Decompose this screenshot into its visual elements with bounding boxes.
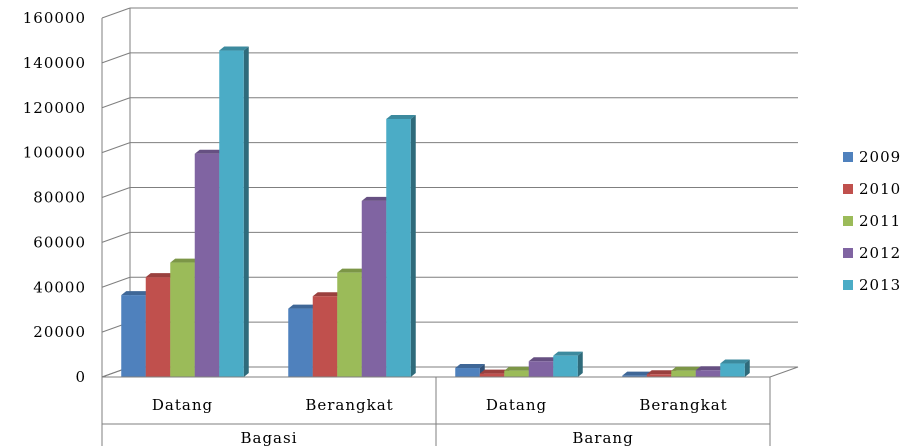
bar-top [553, 351, 583, 356]
x-category-label: Berangkat [639, 396, 727, 414]
x-axis: Datang Berangkat Datang Berangkat Bagasi Bara… [101, 376, 771, 446]
y-tick-label: 80000 [33, 189, 86, 207]
bar-2013-0 [219, 46, 249, 378]
legend-swatch [843, 248, 853, 258]
legend-item-2013: 2013 [843, 276, 901, 294]
bar-front [671, 370, 696, 377]
bar-top [504, 366, 534, 371]
bar-2013-1 [386, 114, 416, 377]
y-tick-label: 60000 [33, 233, 86, 251]
legend-label: 2009 [859, 148, 901, 166]
bar-top [455, 364, 485, 369]
bar-front [553, 355, 578, 377]
legend-label: 2010 [859, 180, 901, 198]
bar-front [528, 361, 554, 377]
bar-top [646, 370, 677, 375]
bar-front [145, 277, 171, 377]
bar-front [121, 295, 146, 377]
legend-item-2012: 2012 [843, 244, 901, 262]
bar-front [646, 374, 672, 377]
bar-front [337, 272, 362, 377]
y-tick-label: 0 [75, 368, 86, 386]
bar-top [386, 114, 416, 119]
bar-front [386, 118, 411, 377]
legend: 2009 2010 2011 2012 2013 [843, 148, 901, 294]
bar-top [170, 258, 200, 263]
bar-side [410, 114, 416, 377]
bar-top [121, 291, 151, 296]
bar-top [528, 357, 559, 362]
y-tick-label: 140000 [23, 54, 86, 72]
bar-top [337, 268, 367, 273]
bar-side [243, 46, 249, 378]
gridline-side [101, 52, 131, 64]
legend-item-2009: 2009 [843, 148, 901, 166]
bar-top [720, 359, 750, 364]
x-category-label: Datang [486, 396, 547, 414]
y-axis-ticks: 0 20000 40000 60000 80000 100000 120000 140000 1… [23, 9, 86, 386]
bar-2013-3 [720, 359, 750, 377]
bar-top [479, 369, 510, 374]
y-tick-label: 120000 [23, 99, 86, 117]
legend-swatch [843, 184, 853, 194]
bar-front [695, 370, 721, 377]
legend-label: 2012 [859, 244, 901, 262]
y-tick-label: 100000 [23, 144, 86, 162]
bar-front [455, 368, 480, 377]
bar-top [671, 366, 701, 371]
legend-swatch [843, 216, 853, 226]
bar-front [219, 50, 244, 378]
y-tick-label: 160000 [23, 9, 86, 27]
gridline-side [101, 97, 131, 109]
gridline-side [101, 7, 131, 19]
legend-item-2011: 2011 [843, 212, 901, 230]
bar-top [361, 196, 392, 201]
bar-side [577, 351, 583, 377]
legend-item-2010: 2010 [843, 180, 901, 198]
gridline-side [101, 276, 131, 288]
bar-front [622, 375, 647, 377]
legend-label: 2013 [859, 276, 901, 294]
legend-swatch [843, 280, 853, 290]
legend-label: 2011 [859, 212, 901, 230]
bar-front [170, 262, 195, 377]
x-category-label: Berangkat [305, 396, 393, 414]
bar-top [288, 304, 318, 309]
bar-2013-2 [553, 351, 583, 377]
bar-top [145, 273, 176, 278]
bar-front [479, 373, 505, 377]
x-group-label: Barang [572, 429, 633, 446]
bar-front [288, 308, 313, 377]
bar-front [720, 363, 745, 377]
bar-top [622, 371, 652, 376]
bar-front [504, 370, 529, 377]
bar-side [744, 359, 750, 377]
bar-front [361, 200, 387, 377]
x-group-label: Bagasi [240, 429, 297, 446]
legend-swatch [843, 152, 853, 162]
bar-front [194, 153, 220, 377]
gridline-side [101, 142, 131, 154]
bar-top [219, 46, 249, 51]
bar-front [312, 296, 338, 377]
gridline-side [101, 187, 131, 198]
bar-top [695, 366, 726, 371]
bar-top [312, 292, 343, 297]
y-tick-label: 40000 [33, 278, 86, 296]
bar-top [194, 149, 225, 154]
gridline-side [101, 231, 131, 243]
x-category-label: Datang [152, 396, 213, 414]
y-tick-label: 20000 [33, 323, 86, 341]
bars [121, 46, 750, 378]
